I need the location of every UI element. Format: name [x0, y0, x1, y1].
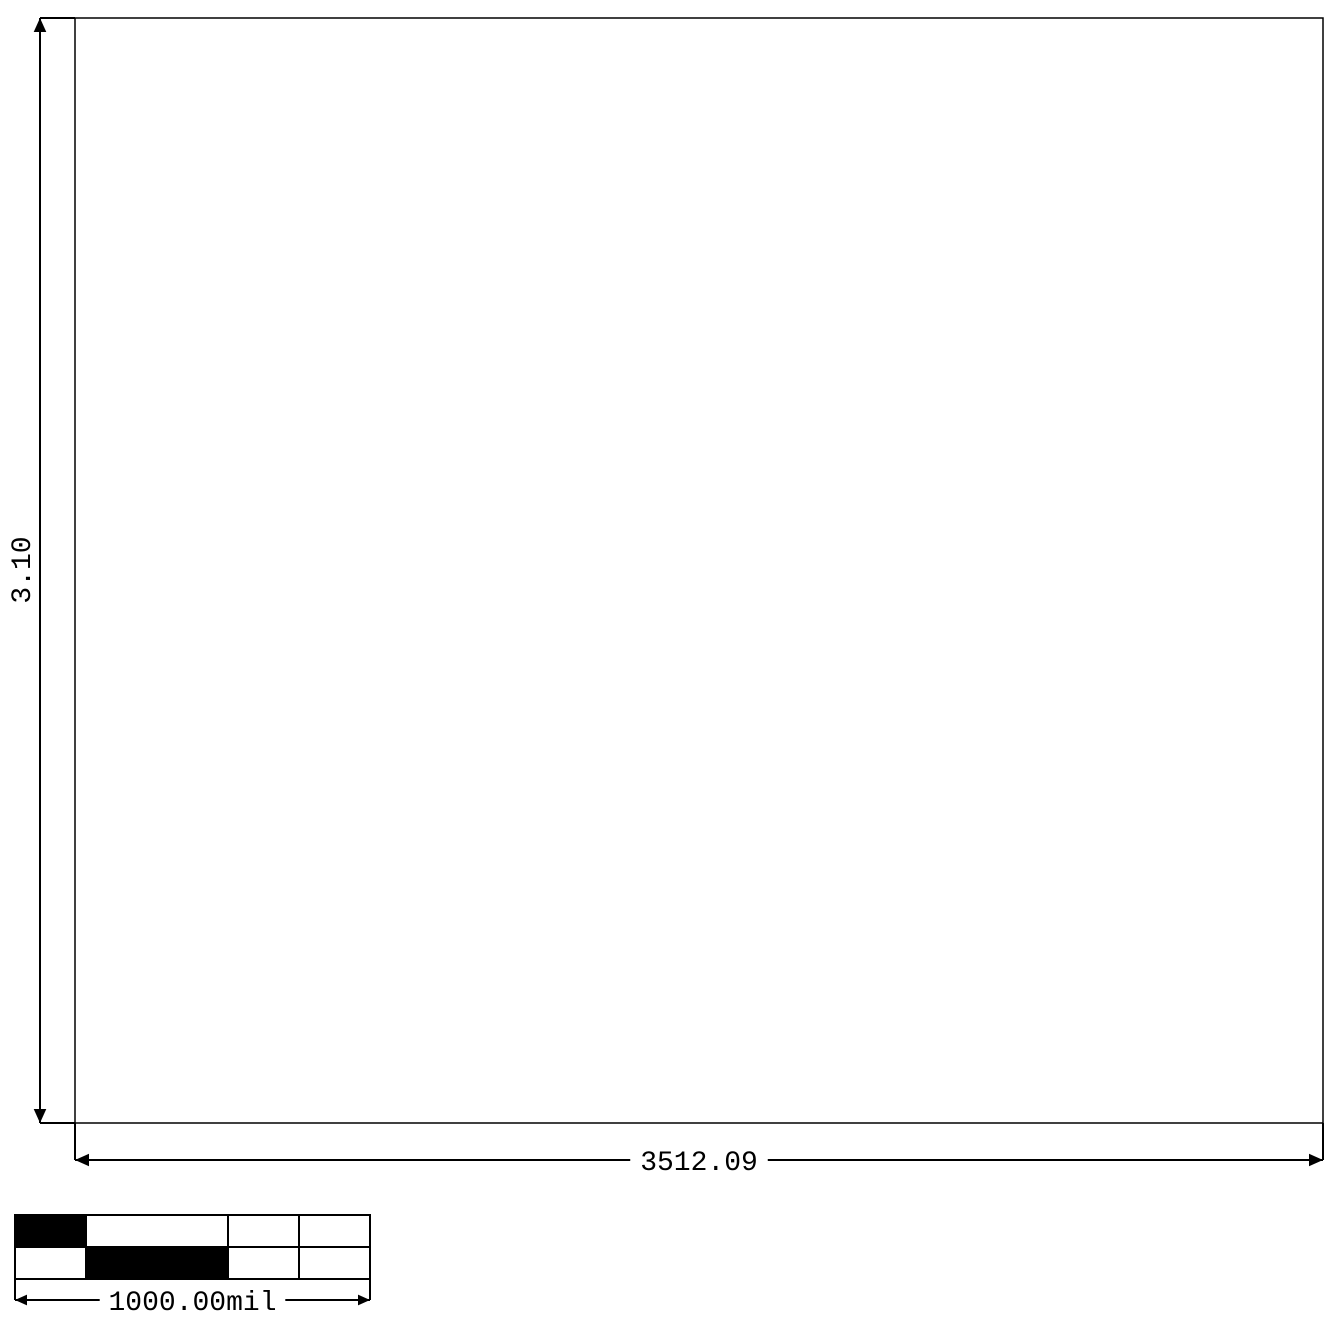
scale-bar-label: 1000.00mil [108, 1288, 276, 1319]
horizontal-dimension-label: 3512.09 [640, 1148, 758, 1179]
scale-cell-r1-c2 [228, 1247, 299, 1279]
scale-cell-r0-c3 [299, 1215, 370, 1247]
vertical-dimension-label: 3.10 [8, 536, 39, 603]
horizontal-dimension: 3512.09 [75, 1123, 1323, 1179]
scale-cell-r0-c2 [228, 1215, 299, 1247]
scale-bar: 1000.00mil [15, 1215, 370, 1319]
scale-cell-r0-c0 [15, 1215, 86, 1247]
vertical-dimension: 3.10 [8, 18, 75, 1123]
scale-cell-r1-c1 [86, 1247, 228, 1279]
main-outline-rect [75, 18, 1323, 1123]
scale-cell-r0-c1 [86, 1215, 228, 1247]
scale-cell-r1-c3 [299, 1247, 370, 1279]
scale-cell-r1-c0 [15, 1247, 86, 1279]
